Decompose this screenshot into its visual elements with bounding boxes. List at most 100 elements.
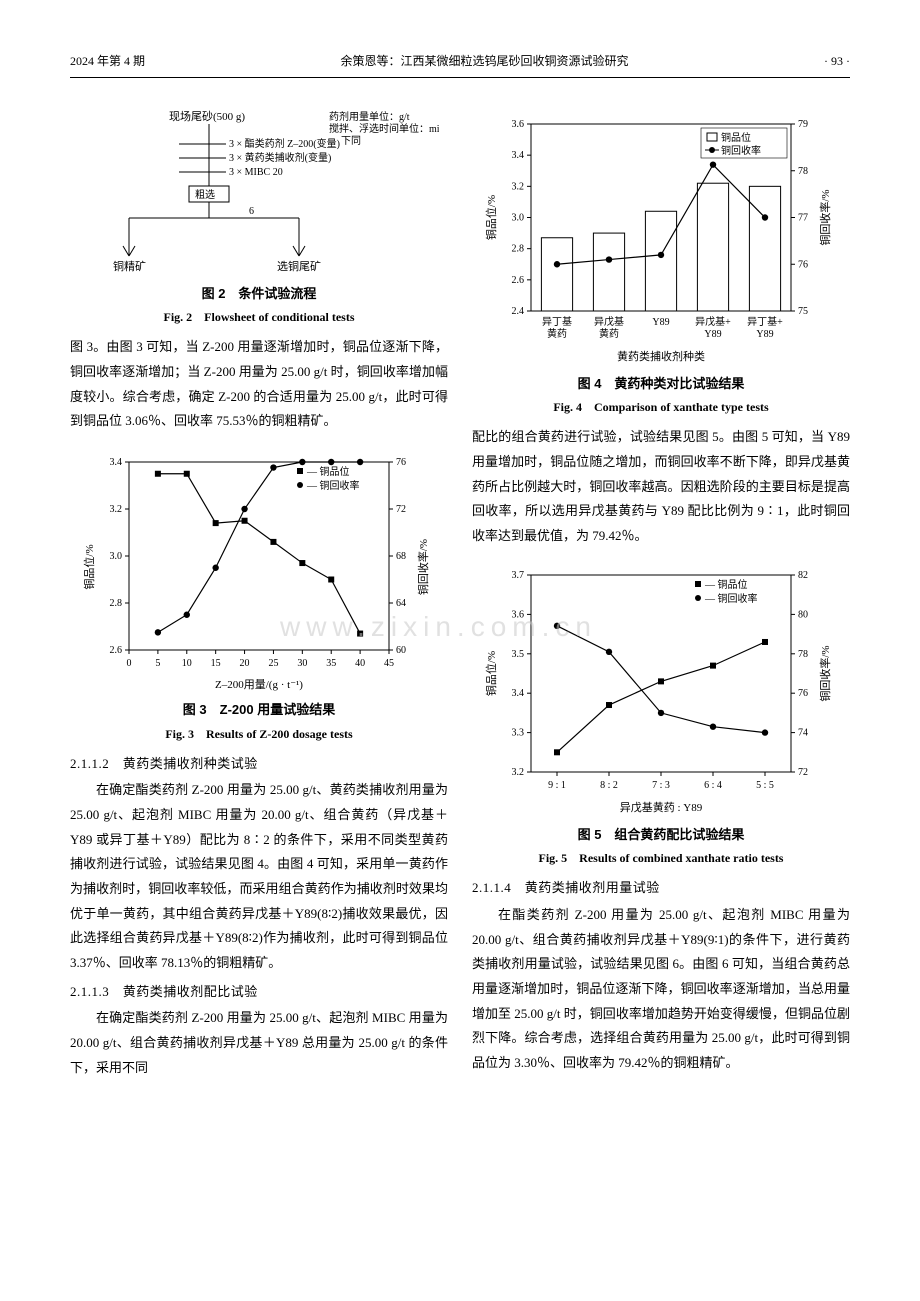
figure-3-chart: 0510152025303540452.62.83.03.23.46064687… — [79, 442, 439, 692]
svg-text:30: 30 — [297, 658, 307, 669]
fig2-note1: 药剂用量单位：g/t — [329, 110, 410, 123]
svg-text:76: 76 — [798, 259, 808, 270]
svg-text:3.4: 3.4 — [512, 688, 525, 699]
svg-text:3.2: 3.2 — [110, 504, 123, 515]
svg-text:68: 68 — [396, 551, 406, 562]
section-2114: 2.1.1.4 黄药类捕收剂用量试验 — [472, 876, 850, 901]
fig2-time: 6 — [249, 206, 254, 217]
svg-text:74: 74 — [798, 727, 808, 738]
svg-text:64: 64 — [396, 598, 406, 609]
svg-text:3.0: 3.0 — [110, 551, 123, 562]
svg-text:7 : 3: 7 : 3 — [652, 780, 670, 791]
svg-text:3.6: 3.6 — [512, 609, 525, 620]
fig2-caption-cn: 图 2 条件试验流程 — [70, 282, 448, 307]
svg-text:76: 76 — [396, 457, 406, 468]
fig3-caption-cn: 图 3 Z-200 用量试验结果 — [70, 698, 448, 723]
svg-text:异戊基: 异戊基 — [594, 315, 624, 328]
svg-text:25: 25 — [268, 658, 278, 669]
svg-text:— 铜品位: — 铜品位 — [306, 465, 350, 478]
svg-text:6 : 4: 6 : 4 — [704, 780, 722, 791]
fig2-out2: 选铜尾矿 — [277, 259, 321, 273]
svg-text:— 铜回收率: — 铜回收率 — [306, 479, 360, 492]
svg-text:铜回收率/%: 铜回收率/% — [416, 539, 430, 595]
svg-text:2.4: 2.4 — [512, 306, 525, 317]
svg-text:82: 82 — [798, 570, 808, 581]
svg-text:20: 20 — [240, 658, 250, 669]
svg-text:— 铜品位: — 铜品位 — [704, 578, 748, 591]
fig2-line2: 3 × 黄药类捕收剂(变量) — [229, 151, 331, 164]
svg-text:75: 75 — [798, 306, 808, 317]
svg-text:铜回收率/%: 铜回收率/% — [818, 645, 832, 701]
svg-text:10: 10 — [182, 658, 192, 669]
svg-text:2.8: 2.8 — [512, 243, 525, 254]
svg-text:0: 0 — [127, 658, 132, 669]
svg-text:2.6: 2.6 — [110, 645, 123, 656]
svg-text:60: 60 — [396, 645, 406, 656]
running-header: 2024 年第 4 期 余策恩等：江西某微细粒选钨尾砂回收铜资源试验研究 · 9… — [70, 50, 850, 78]
svg-text:铜品位/%: 铜品位/% — [484, 195, 498, 240]
two-column-layout: 现场尾砂(500 g) 药剂用量单位：g/t 搅拌、浮选时间单位：min 下同 … — [70, 98, 850, 1083]
fig2-caption-en: Fig. 2 Flowsheet of conditional tests — [70, 306, 448, 329]
fig5-caption-cn: 图 5 组合黄药配比试验结果 — [472, 823, 850, 848]
page: 2024 年第 4 期 余策恩等：江西某微细粒选钨尾砂回收铜资源试验研究 · 9… — [70, 50, 850, 1082]
svg-text:3.7: 3.7 — [512, 570, 525, 581]
svg-text:9 : 1: 9 : 1 — [548, 780, 566, 791]
svg-text:5 : 5: 5 : 5 — [756, 780, 774, 791]
svg-text:76: 76 — [798, 688, 808, 699]
section-2112: 2.1.1.2 黄药类捕收剂种类试验 — [70, 752, 448, 777]
svg-text:72: 72 — [396, 504, 406, 515]
svg-text:3.4: 3.4 — [110, 457, 123, 468]
svg-text:3.2: 3.2 — [512, 181, 525, 192]
svg-text:2.8: 2.8 — [110, 598, 123, 609]
svg-text:— 铜回收率: — 铜回收率 — [704, 592, 758, 605]
fig2-note2: 搅拌、浮选时间单位：min — [329, 122, 439, 135]
svg-text:异戊基+: 异戊基+ — [695, 315, 731, 328]
svg-text:3.6: 3.6 — [512, 119, 525, 130]
svg-text:78: 78 — [798, 649, 808, 660]
fig2-stage: 粗选 — [195, 188, 215, 201]
svg-text:黄药: 黄药 — [547, 327, 567, 340]
svg-text:3.2: 3.2 — [512, 767, 525, 778]
para-2112: 在确定酯类药剂 Z-200 用量为 25.00 g/t、黄药类捕收剂用量为 25… — [70, 778, 448, 976]
section-2113: 2.1.1.3 黄药类捕收剂配比试验 — [70, 980, 448, 1005]
svg-text:3.0: 3.0 — [512, 212, 525, 223]
fig3-caption-en: Fig. 3 Results of Z-200 dosage tests — [70, 723, 448, 746]
svg-text:Y89: Y89 — [704, 329, 721, 340]
para-fig3-intro: 图 3。由图 3 可知，当 Z-200 用量逐渐增加时，铜品位逐渐下降，铜回收率… — [70, 335, 448, 434]
fig2-feed: 现场尾砂(500 g) — [169, 109, 245, 123]
svg-text:40: 40 — [355, 658, 365, 669]
svg-text:Z–200用量/(g · t⁻¹): Z–200用量/(g · t⁻¹) — [215, 678, 303, 691]
para-2114: 在酯类药剂 Z-200 用量为 25.00 g/t、起泡剂 MIBC 用量为 2… — [472, 903, 850, 1076]
fig2-out1: 铜精矿 — [113, 259, 146, 273]
svg-text:78: 78 — [798, 166, 808, 177]
fig2-line1: 3 × 酯类药剂 Z–200(变量) — [229, 137, 340, 150]
fig5-caption-en: Fig. 5 Results of combined xanthate rati… — [472, 847, 850, 870]
issue: 2024 年第 4 期 — [70, 50, 145, 73]
svg-text:黄药: 黄药 — [599, 327, 619, 340]
svg-text:79: 79 — [798, 119, 808, 130]
svg-text:45: 45 — [384, 658, 394, 669]
svg-text:黄药类捕收剂种类: 黄药类捕收剂种类 — [617, 349, 705, 363]
svg-text:Y89: Y89 — [652, 317, 669, 328]
svg-text:2.6: 2.6 — [512, 275, 525, 286]
svg-text:3.5: 3.5 — [512, 649, 525, 660]
fig2-note3: 下同 — [341, 135, 361, 147]
fig2-line3: 3 × MIBC 20 — [229, 167, 283, 178]
svg-text:铜品位/%: 铜品位/% — [484, 651, 498, 696]
paper-title: 余策恩等：江西某微细粒选钨尾砂回收铜资源试验研究 — [341, 50, 629, 73]
svg-text:5: 5 — [155, 658, 160, 669]
fig4-caption-cn: 图 4 黄药种类对比试验结果 — [472, 372, 850, 397]
page-number: · 93 · — [824, 50, 850, 73]
figure-2-flowsheet: 现场尾砂(500 g) 药剂用量单位：g/t 搅拌、浮选时间单位：min 下同 … — [79, 106, 439, 276]
svg-text:铜回收率/%: 铜回收率/% — [818, 189, 832, 245]
svg-text:铜回收率: 铜回收率 — [721, 144, 761, 157]
svg-text:35: 35 — [326, 658, 336, 669]
right-column: 2.42.62.83.03.23.43.67576777879异丁基黄药异戊基黄… — [472, 98, 850, 1083]
svg-text:异丁基+: 异丁基+ — [747, 315, 783, 328]
svg-text:铜品位: 铜品位 — [721, 131, 751, 144]
svg-text:异丁基: 异丁基 — [542, 315, 572, 328]
svg-text:异戊基黄药 : Y89: 异戊基黄药 : Y89 — [620, 800, 703, 814]
fig4-caption-en: Fig. 4 Comparison of xanthate type tests — [472, 396, 850, 419]
svg-text:3.3: 3.3 — [512, 727, 525, 738]
svg-text:3.4: 3.4 — [512, 150, 525, 161]
